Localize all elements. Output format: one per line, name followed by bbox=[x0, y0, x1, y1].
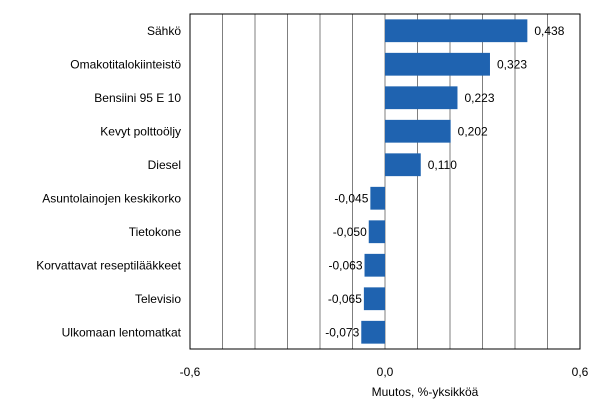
bars bbox=[361, 19, 528, 344]
category-label: Tietokone bbox=[129, 225, 182, 239]
data-label: -0,050 bbox=[333, 225, 367, 239]
category-label: Televisio bbox=[135, 292, 181, 306]
category-label: Asuntolainojen keskikorko bbox=[42, 191, 181, 205]
plot-frame bbox=[189, 13, 581, 350]
x-tick-label: 0,6 bbox=[572, 365, 589, 379]
category-label: Korvattavat reseptilääkkeet bbox=[36, 258, 181, 272]
x-axis-title: Muutos, %-yksikköä bbox=[372, 385, 479, 399]
data-label: -0,045 bbox=[334, 191, 368, 205]
bar bbox=[385, 119, 451, 143]
category-label: Omakotitalokiinteistö bbox=[70, 57, 181, 71]
bar bbox=[361, 320, 385, 344]
category-label: Bensiini 95 E 10 bbox=[94, 91, 181, 105]
bar bbox=[385, 153, 421, 177]
data-label: 0,110 bbox=[428, 158, 457, 172]
x-tick-label: -0,6 bbox=[180, 365, 201, 379]
bar bbox=[385, 19, 528, 43]
data-label: 0,438 bbox=[534, 24, 564, 38]
data-label: 0,323 bbox=[497, 57, 527, 71]
data-label: -0,065 bbox=[328, 292, 362, 306]
category-label: Sähkö bbox=[147, 24, 181, 38]
category-labels: Sähkö Omakotitalokiinteistö Bensiini 95 E … bbox=[36, 24, 181, 340]
data-label: 0,202 bbox=[458, 124, 488, 138]
x-tick-labels: -0,6 0,0 0,6 bbox=[180, 365, 589, 379]
bar bbox=[368, 220, 385, 244]
bar bbox=[364, 253, 385, 277]
x-tick-label: 0,0 bbox=[377, 365, 394, 379]
category-label: Ulkomaan lentomatkat bbox=[62, 325, 182, 339]
category-label: Kevyt polttoöljy bbox=[100, 124, 181, 138]
value-labels: 0,438 0,323 0,223 0,202 0,110 -0,045 -0,050 -0,… bbox=[325, 24, 564, 340]
bar bbox=[385, 52, 490, 76]
bar bbox=[363, 287, 385, 311]
bar bbox=[370, 186, 385, 210]
data-label: -0,073 bbox=[325, 325, 359, 339]
data-label: 0,223 bbox=[464, 91, 494, 105]
category-label: Diesel bbox=[148, 158, 181, 172]
data-label: -0,063 bbox=[328, 258, 362, 272]
bar bbox=[385, 86, 458, 110]
